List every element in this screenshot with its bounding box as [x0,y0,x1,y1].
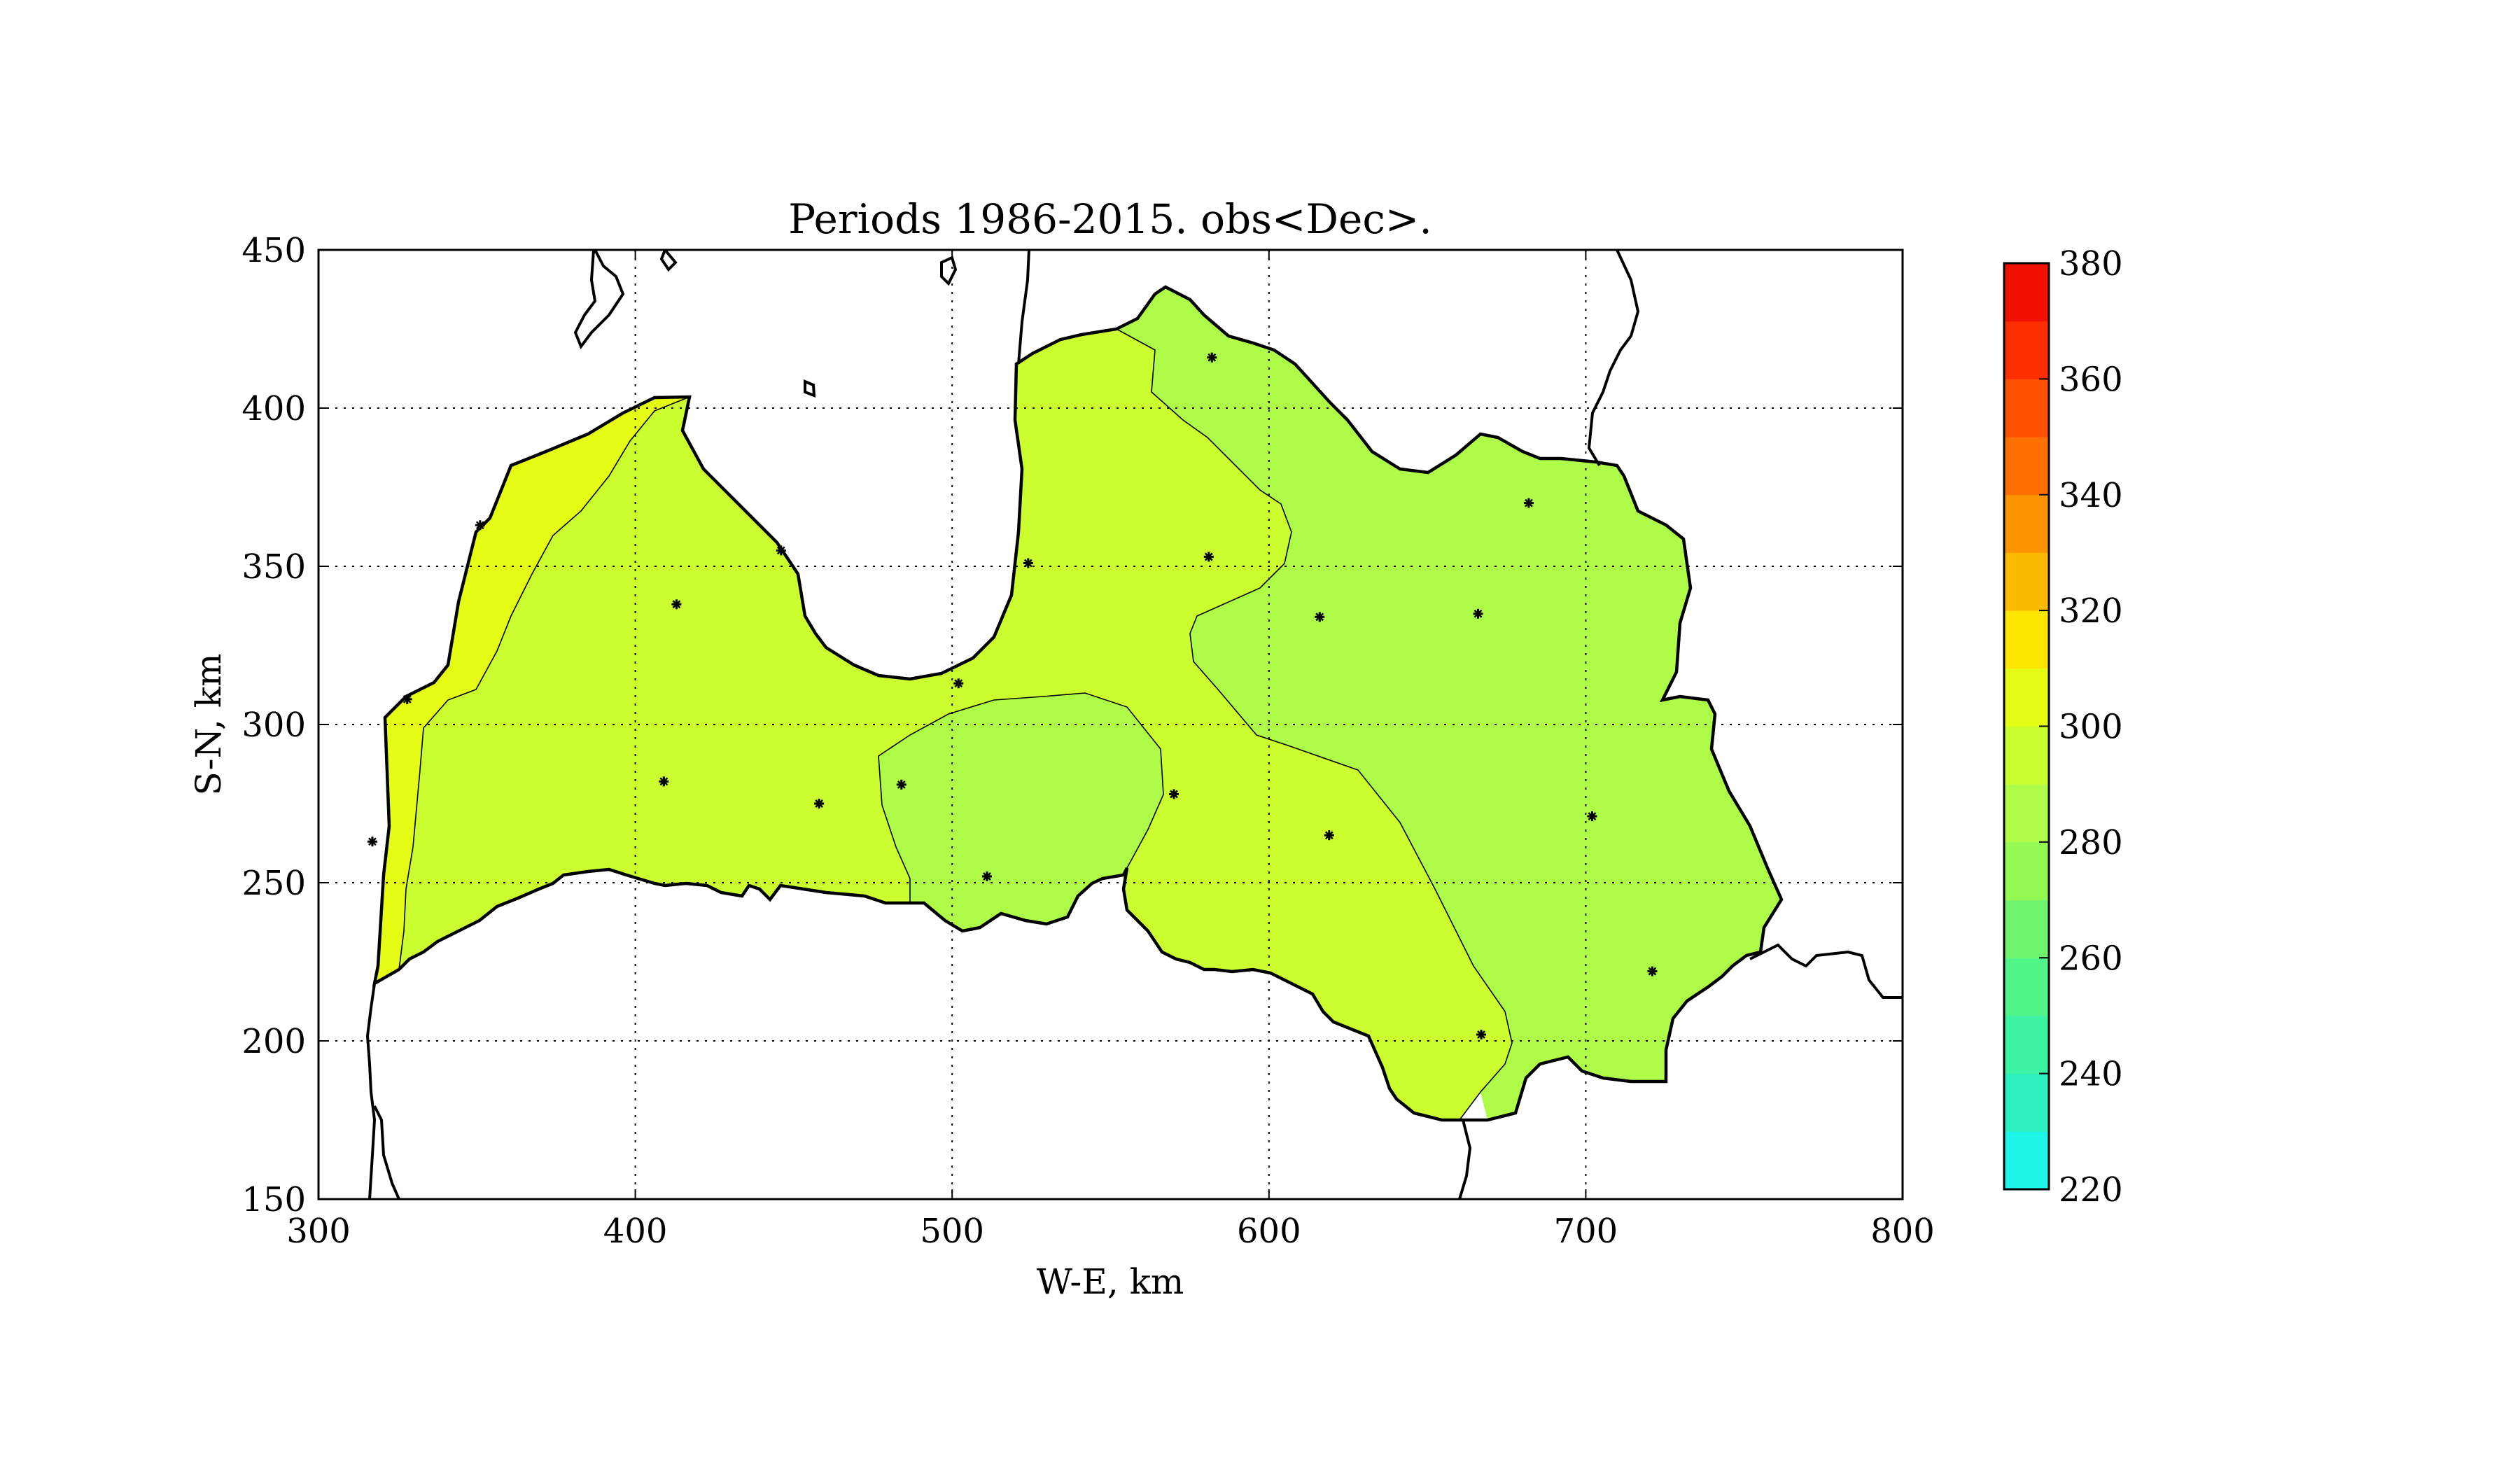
region-band-280-290 [374,308,1512,1120]
y-tick-label: 400 [241,389,306,428]
station-marker [953,678,964,689]
colorbar-segment [2004,784,2049,843]
coastline-southwest [365,983,377,1199]
colorbar-segment [2004,841,2049,901]
y-axis-label: S-N, km [188,653,229,795]
station-marker [814,799,825,808]
y-tick-label: 300 [241,706,306,745]
colorbar-segment [2004,552,2049,611]
isoline-280-east [1116,328,1513,1121]
colorbar-segment [2004,494,2049,553]
colorbar-tick-label: 220 [2059,1170,2123,1210]
x-tick-label: 800 [1870,1212,1935,1251]
x-tick-label: 300 [286,1212,351,1251]
x-tick-label: 700 [1554,1212,1618,1251]
isoline-290-west [374,396,690,984]
station-marker [981,871,992,881]
station-marker [1023,558,1033,568]
station-marker [1203,552,1214,562]
grid [318,250,1903,1199]
region-band-290-300 [374,397,690,983]
spit-southwest [373,1105,400,1199]
isolines [374,328,1513,1121]
station-marker [1587,811,1597,822]
colorbar-tick-label: 280 [2059,823,2123,862]
border-south [1458,1119,1472,1199]
colorbar: 220 240 260 280 300 320 340 360 380 [2003,244,2123,1210]
x-tick-label: 600 [1237,1212,1301,1251]
y-tick-label: 150 [241,1180,306,1219]
island-north-small [659,250,678,272]
island-gulf [804,379,816,398]
station-marker [402,694,412,704]
island-north-center [940,255,958,286]
y-axis: 150 200 250 300 350 400 450 [241,231,1903,1219]
station-marker [475,520,485,531]
y-tick-label: 200 [241,1022,306,1061]
colorbar-segment [2004,1073,2049,1132]
colorbar-segment [2004,668,2049,727]
colorbar-segment [2004,726,2049,785]
border-northeast [1587,250,1640,467]
station-marker [896,779,906,790]
isoline-280-central [878,692,1164,903]
x-axis-label: W-E, km [1037,1261,1184,1302]
colorbar-tick-label: 380 [2059,244,2123,284]
chart-title: Periods 1986-2015. obs<Dec>. [788,195,1432,243]
stations [367,352,1658,1040]
map-area [365,250,1903,1199]
station-marker [1473,608,1483,619]
station-marker [367,836,377,847]
y-tick-label: 250 [241,864,306,903]
colorbar-tick-label: 340 [2059,476,2123,515]
region-band-270-280-central [878,693,1163,931]
station-marker [1523,498,1534,508]
colorbar-segment [2004,610,2049,669]
island-north-west [573,250,625,350]
coastline-north-east [1017,250,1030,365]
colorbar-tick-label: 360 [2059,360,2123,399]
station-marker [1315,612,1325,622]
colorbar-tick-label: 260 [2059,939,2123,978]
colorbar-tick-label: 240 [2059,1055,2123,1094]
station-marker [1647,966,1658,976]
y-tick-label: 450 [241,231,306,270]
country-border [372,285,1784,1122]
border-east [1749,943,1903,999]
colorbar-segment [2004,321,2049,379]
y-tick-label: 350 [241,547,306,587]
station-marker [1476,1029,1487,1040]
x-tick-label: 500 [920,1212,984,1251]
x-axis: 300 400 500 600 700 800 [286,250,1935,1251]
station-marker [671,599,682,610]
region-band-270-280-east [1116,287,1782,1120]
station-marker [1207,352,1217,363]
colorbar-segment [2004,437,2049,496]
colorbar-segment [2004,379,2049,438]
station-marker [1324,830,1334,841]
colorbar-tick-label: 320 [2059,592,2123,631]
colorbar-tick-label: 300 [2059,708,2123,747]
colorbar-segment [2004,958,2049,1016]
colorbar-segment [2004,1015,2049,1074]
colorbar-segment [2004,1131,2049,1190]
colorbar-segment [2004,899,2049,958]
colorbar-segment [2004,263,2049,322]
station-marker [1169,789,1180,799]
x-tick-label: 400 [603,1212,668,1251]
station-marker [776,545,786,556]
station-marker [659,776,669,787]
